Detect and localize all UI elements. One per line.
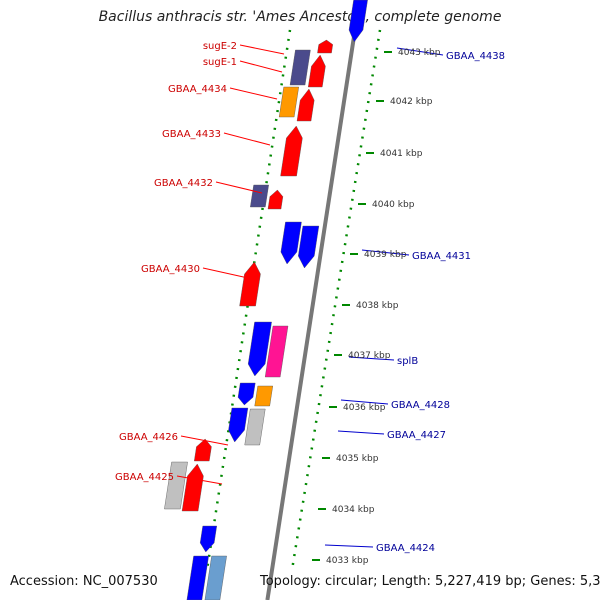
leader-line-left [202,267,249,279]
gene-labels: sugE-2 sugE-1 GBAA_4434 GBAA_4433 GBAA_4432 G… [115,41,505,554]
kbp-tick-label: 4037 kbp [348,351,391,361]
leader-line-left [239,60,283,73]
gene-label-left: GBAA_4426 [119,432,178,443]
gene-label-right: GBAA_4427 [387,430,446,441]
gene-4433 [280,125,303,177]
gene-label-left: GBAA_4433 [162,129,221,140]
gene-4424 [199,525,217,553]
gene-4431a [280,221,302,265]
kbp-tick-label: 4035 kbp [336,454,379,464]
leader-line-right [348,356,395,361]
leader-line-left [229,87,278,100]
kbp-ticks: 4043 kbp 4042 kbp 4041 kbp 4040 kbp 4039 kbp… [312,48,441,566]
kbp-tick-label: 4038 kbp [356,301,399,311]
gene-4430 [239,261,261,307]
gene-label-right: GBAA_4424 [376,543,435,554]
kbp-tick-label: 4034 kbp [332,505,375,515]
gene-sugE-1 [308,54,326,88]
genome-title: Bacillus anthracis str. 'Ames Ancestor',… [98,9,502,25]
gene-blue-4428 [237,382,256,406]
guide-lines [205,29,382,571]
gene-label-right: GBAA_4431 [412,251,471,262]
leader-line-right [361,249,410,256]
gene-blue-4427 [228,407,249,443]
gene-label-left: GBAA_4434 [168,84,227,95]
guide-line-left [205,29,292,571]
kbp-tick-label: 4040 kbp [372,200,415,210]
leader-line-left [239,44,285,55]
genome-axis [265,0,362,600]
gene-sugE-2 [317,39,333,54]
gene-4434 [296,88,315,122]
gene-4428 [254,385,274,407]
leader-line-right [396,47,444,56]
gene-label-left: GBAA_4432 [154,178,213,189]
gene-4425 [181,463,204,512]
leader-line-left [180,435,229,446]
leader-line-right [324,544,374,548]
leader-line-left [176,475,223,485]
gene-splB [264,325,289,378]
kbp-tick-label: 4043 kbp [398,48,441,58]
kbp-tick-label: 4041 kbp [380,149,423,159]
kbp-tick-label: 4036 kbp [343,403,386,413]
gene-label-right: splB [397,356,418,367]
gene-blue-bottom [186,555,209,600]
gene-navy-2 [250,184,269,208]
gene-steel-bottom [204,555,227,600]
gene-label-left: GBAA_4425 [115,472,174,483]
gene-navy-1 [289,49,311,86]
gene-orange-1 [278,86,299,118]
gene-blue-top [348,0,368,43]
gene-4427 [244,408,266,446]
kbp-tick-label: 4039 kbp [364,250,407,260]
topology-text: Topology: circular; Length: 5,227,419 bp… [260,574,600,589]
leader-line-right [340,399,389,405]
gene-label-left: GBAA_4430 [141,264,200,275]
leader-line-right [337,430,385,435]
gene-label-right: GBAA_4428 [391,400,450,411]
gene-features [164,0,368,600]
kbp-tick-label: 4033 kbp [326,556,369,566]
gene-grey-4425 [164,461,188,510]
accession-text: Accession: NC_007530 [10,574,158,589]
leader-line-left [215,181,263,194]
gene-4431b [298,225,320,269]
guide-line-right [290,29,382,571]
gene-label-left: sugE-1 [203,57,237,68]
axis-line [265,0,362,600]
gene-4432 [267,189,284,210]
gene-label-left: sugE-2 [203,41,237,52]
gene-label-right: GBAA_4438 [446,51,505,62]
kbp-tick-label: 4042 kbp [390,97,433,107]
gene-4426 [194,438,212,462]
gene-blue-splB [247,321,272,377]
label-leaders [176,44,444,548]
leader-line-left [223,132,271,146]
